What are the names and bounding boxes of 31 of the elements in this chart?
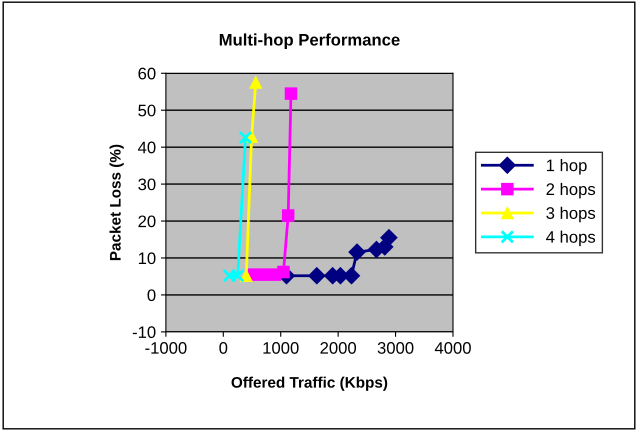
legend-label: 2 hops [546,182,596,198]
point [238,130,252,144]
chart-title: Multi-hop Performance [220,33,400,49]
point [380,229,398,246]
y-tick-label: 10 [138,252,156,264]
point [257,268,270,281]
x-tick-label: 1000 [263,342,299,354]
x-tick-label: 4000 [434,342,471,354]
x-tick-label: -1000 [145,342,187,354]
point [249,76,262,89]
x-tick-label: 3000 [378,342,414,354]
y-tick-label: -10 [132,326,156,338]
point [240,269,253,282]
point [284,87,298,100]
legend-label: 4 hops [546,230,596,246]
y-tick-label: 40 [138,142,156,154]
y-axis-title: Packet Loss (%) [109,144,124,260]
y-tick-label: 50 [138,104,156,116]
y-tick-label: 60 [138,68,156,80]
legend-label: 1 hop [546,158,587,175]
legend-label: 3 hops [546,206,596,222]
point [308,267,326,284]
x-axis-title: Offered Traffic (Kbps) [232,376,388,391]
point [277,266,290,278]
point [348,244,366,261]
point [282,209,294,222]
y-tick-label: 0 [148,289,156,302]
y-tick-label: 30 [138,178,156,190]
y-tick-label: 20 [138,215,156,228]
x-tick-label: 2000 [320,342,356,354]
x-tick-label: 0 [219,342,228,354]
